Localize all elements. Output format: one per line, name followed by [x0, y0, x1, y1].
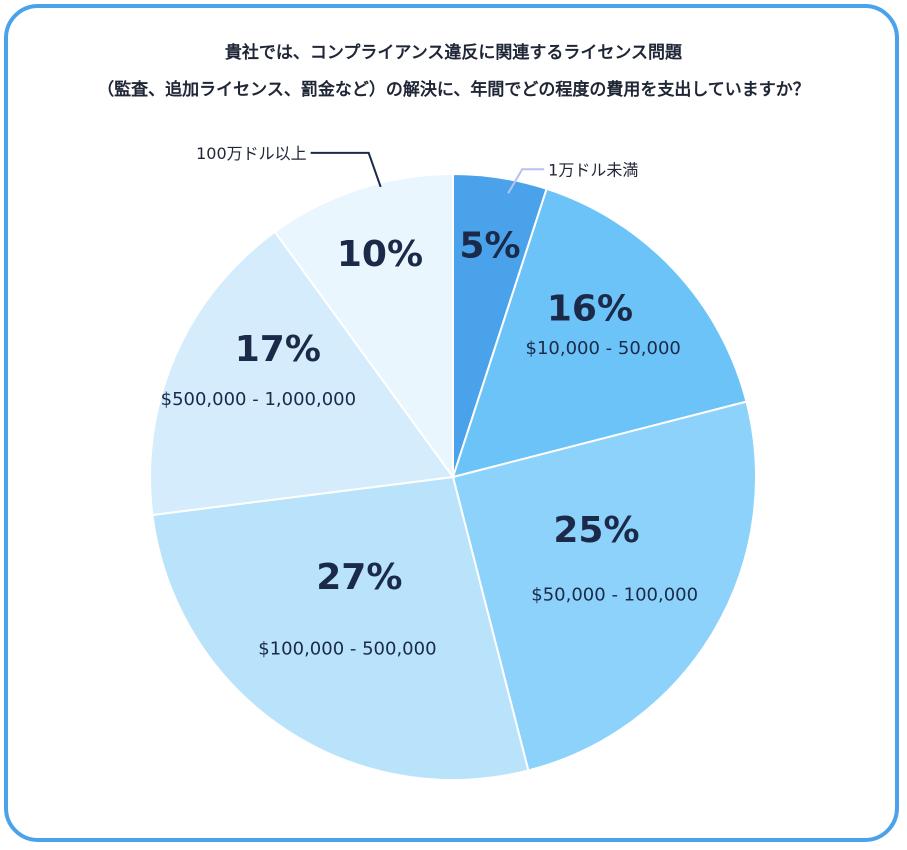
slice-range-label: $10,000 - 50,000	[526, 338, 681, 359]
callout-label: 1万ドル未満	[548, 160, 638, 179]
slice-percent-label: 10%	[337, 234, 423, 275]
callout-line-1	[507, 168, 545, 194]
pie-slice-5	[149, 230, 455, 517]
pie-slice-6	[273, 172, 454, 481]
slice-percent-label: 17%	[235, 329, 321, 370]
slice-range-label: $100,000 - 500,000	[258, 638, 436, 659]
chart-title-line1: 貴社では、コンプライアンス違反に関連するライセンス問題	[224, 43, 683, 63]
slice-percent-label: 25%	[553, 510, 639, 551]
pie-slice-2	[451, 187, 748, 479]
slice-percent-label: 27%	[316, 557, 402, 598]
slice-percent-label: 5%	[459, 226, 520, 267]
slice-range-label: $500,000 - 1,000,000	[161, 389, 356, 410]
pie-slice-3	[451, 400, 757, 772]
slice-range-label: $50,000 - 100,000	[531, 585, 698, 606]
callout-line-2	[310, 151, 382, 188]
slice-percent-label: 16%	[547, 288, 633, 329]
pie-slice-4	[151, 475, 530, 781]
callout-label: 100万ドル以上	[196, 144, 307, 163]
chart-title-line2: （監査、追加ライセンス、罰金など）の解決に、年間でどの程度の費用を支出しています…	[97, 80, 810, 100]
